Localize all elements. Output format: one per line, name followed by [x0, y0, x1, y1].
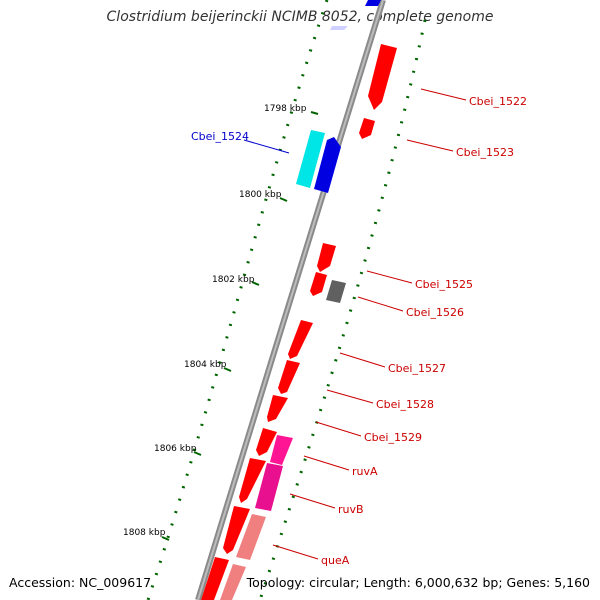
cds-block-cbei-1524a[interactable]	[296, 130, 325, 188]
gene-label-cbei-1529[interactable]: Cbei_1529	[364, 431, 422, 444]
gene-label-cbei-1526[interactable]: Cbei_1526	[406, 306, 464, 319]
leader-line-cbei-1524	[243, 139, 290, 154]
rna-block-bottom	[220, 564, 246, 600]
leader-line-cbei-1528	[326, 389, 374, 404]
cds-block-cbei-1523[interactable]	[359, 118, 375, 139]
gene-label-quea[interactable]: queA	[321, 554, 350, 567]
gene-label-cbei-1524[interactable]: Cbei_1524	[191, 130, 249, 143]
gene-label-cbei-1528[interactable]: Cbei_1528	[376, 398, 434, 411]
topology-label: Topology: circular; Length: 6,000,632 bp…	[246, 575, 590, 590]
kbp-label: 1802 kbp	[212, 275, 255, 285]
leader-line-cbei-1523	[406, 139, 454, 152]
leader-line-ruva	[303, 455, 350, 471]
cds-block-cbei-1529[interactable]	[267, 395, 288, 422]
leader-line-ruvb	[289, 493, 336, 509]
gene-label-cbei-1522[interactable]: Cbei_1522	[469, 95, 527, 108]
kbp-tick-mark	[310, 111, 319, 115]
feature-top-faint	[330, 26, 348, 30]
leader-line-cbei-1526	[357, 296, 404, 312]
gene-label-ruva[interactable]: ruvA	[352, 465, 378, 478]
rna-block-ruva[interactable]	[270, 435, 293, 465]
kbp-label: 1804 kbp	[184, 360, 227, 370]
gene-label-cbei-1527[interactable]: Cbei_1527	[388, 362, 446, 375]
feature-top-forward	[365, 0, 381, 6]
accession-label: Accession: NC_009617	[9, 575, 152, 590]
gene-label-cbei-1525[interactable]: Cbei_1525	[415, 278, 473, 291]
genome-backbone-highlight	[197, 0, 384, 600]
leader-line-cbei-1525	[366, 270, 413, 284]
leader-line-quea	[272, 544, 319, 560]
kbp-label: 1798 kbp	[264, 104, 307, 114]
rna-block-ruvb[interactable]	[255, 463, 283, 511]
leader-line-cbei-1527	[339, 352, 386, 368]
kbp-tick-mark	[161, 536, 170, 541]
kbp-tick-mark	[251, 281, 260, 286]
rna-block-quea[interactable]	[236, 514, 266, 560]
cds-block-ruva[interactable]	[256, 428, 277, 456]
cds-block-cbei-1525[interactable]	[317, 243, 336, 272]
kbp-tick-mark	[279, 197, 288, 202]
kbp-label: 1800 kbp	[239, 190, 282, 200]
gene-label-ruvb[interactable]: ruvB	[338, 503, 364, 516]
leader-line-cbei-1529	[315, 421, 362, 437]
cds-block-cbei-1524b[interactable]	[314, 137, 341, 193]
kbp-label: 1808 kbp	[123, 528, 166, 538]
cds-block-bottom	[201, 557, 229, 600]
gene-label-cbei-1523[interactable]: Cbei_1523	[456, 146, 514, 159]
kbp-tick-mark	[223, 367, 232, 372]
cds-block-cbei-1528[interactable]	[278, 360, 300, 394]
kbp-tick-mark	[193, 451, 202, 456]
cds-block-cbei-1526a[interactable]	[310, 272, 327, 296]
cds-block-ruvb[interactable]	[239, 458, 266, 503]
genome-title: Clostridium beijerinckii NCIMB 8052, com…	[106, 9, 494, 25]
cds-block-quea[interactable]	[223, 506, 250, 554]
cds-block-cbei-1526b[interactable]	[326, 280, 346, 303]
kbp-label: 1806 kbp	[154, 444, 197, 454]
leader-line-cbei-1522	[420, 88, 467, 101]
cds-block-cbei-1522[interactable]	[368, 44, 397, 110]
cds-block-cbei-1527[interactable]	[288, 320, 313, 359]
